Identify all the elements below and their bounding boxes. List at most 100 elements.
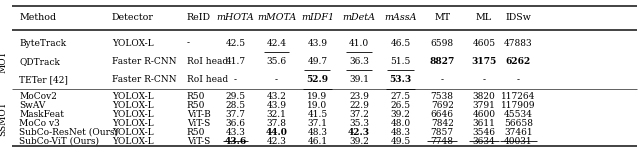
Text: SwAV: SwAV [19, 101, 45, 110]
Text: Method: Method [19, 14, 56, 22]
Text: YOLOX-L: YOLOX-L [112, 110, 154, 119]
Text: 7857: 7857 [431, 128, 454, 137]
Text: 49.7: 49.7 [307, 57, 328, 66]
Text: 36.6: 36.6 [225, 119, 246, 128]
Text: 32.1: 32.1 [266, 110, 287, 119]
Text: 51.5: 51.5 [390, 57, 411, 66]
Text: 45534: 45534 [504, 110, 533, 119]
Text: RoI head: RoI head [187, 75, 228, 84]
Text: 3791: 3791 [472, 101, 495, 110]
Text: 43.9: 43.9 [266, 101, 287, 110]
Text: 37.8: 37.8 [266, 119, 287, 128]
Text: 29.5: 29.5 [225, 92, 246, 101]
Text: 35.3: 35.3 [349, 119, 369, 128]
Text: 48.3: 48.3 [307, 128, 328, 137]
Text: 43.2: 43.2 [266, 92, 287, 101]
Text: RoI head: RoI head [187, 57, 228, 66]
Text: Detector: Detector [112, 14, 154, 22]
Text: 37.7: 37.7 [225, 110, 246, 119]
Text: 19.9: 19.9 [307, 92, 328, 101]
Text: ViT-S: ViT-S [187, 136, 210, 146]
Text: R50: R50 [187, 92, 205, 101]
Text: 49.5: 49.5 [390, 136, 411, 146]
Text: 46.5: 46.5 [390, 39, 411, 48]
Text: YOLOX-L: YOLOX-L [112, 128, 154, 137]
Text: YOLOX-L: YOLOX-L [112, 119, 154, 128]
Text: 8827: 8827 [429, 57, 455, 66]
Text: YOLOX-L: YOLOX-L [112, 92, 154, 101]
Text: YOLOX-L: YOLOX-L [112, 39, 154, 48]
Text: 6646: 6646 [431, 110, 454, 119]
Text: mHOTA: mHOTA [217, 14, 254, 22]
Text: 6598: 6598 [431, 39, 454, 48]
Text: 19.0: 19.0 [307, 101, 328, 110]
Text: SubCo-ResNet (Ours): SubCo-ResNet (Ours) [19, 128, 118, 137]
Text: 42.3: 42.3 [266, 136, 287, 146]
Text: -: - [234, 75, 237, 84]
Text: QDTrack: QDTrack [19, 57, 60, 66]
Text: ViT-B: ViT-B [187, 110, 211, 119]
Text: ByteTrack: ByteTrack [19, 39, 67, 48]
Text: 42.4: 42.4 [266, 39, 287, 48]
Text: 42.3: 42.3 [348, 128, 370, 137]
Text: 3546: 3546 [472, 128, 495, 137]
Text: 48.3: 48.3 [390, 128, 411, 137]
Text: MoCo v3: MoCo v3 [19, 119, 60, 128]
Text: ViT-S: ViT-S [187, 119, 210, 128]
Text: 35.6: 35.6 [266, 57, 287, 66]
Text: R50: R50 [187, 101, 205, 110]
Text: 41.7: 41.7 [225, 57, 246, 66]
Text: 47883: 47883 [504, 39, 532, 48]
Text: 6262: 6262 [506, 57, 531, 66]
Text: 39.1: 39.1 [349, 75, 369, 84]
Text: TETer [42]: TETer [42] [19, 75, 68, 84]
Text: MT: MT [434, 14, 451, 22]
Text: 42.5: 42.5 [225, 39, 246, 48]
Text: 117264: 117264 [501, 92, 536, 101]
Text: 117909: 117909 [501, 101, 536, 110]
Text: IDSw: IDSw [506, 14, 531, 22]
Text: 4605: 4605 [472, 39, 495, 48]
Text: mAssA: mAssA [385, 14, 417, 22]
Text: 3820: 3820 [472, 92, 495, 101]
Text: R50: R50 [187, 128, 205, 137]
Text: 39.2: 39.2 [349, 136, 369, 146]
Text: mIDF1: mIDF1 [301, 14, 334, 22]
Text: -: - [517, 75, 520, 84]
Text: -: - [483, 75, 485, 84]
Text: 27.5: 27.5 [390, 92, 411, 101]
Text: 4600: 4600 [472, 110, 495, 119]
Text: MaskFeat: MaskFeat [19, 110, 64, 119]
Text: 26.5: 26.5 [390, 101, 411, 110]
Text: mMOTA: mMOTA [257, 14, 296, 22]
Text: Faster R-CNN: Faster R-CNN [112, 57, 177, 66]
Text: 43.9: 43.9 [307, 39, 328, 48]
Text: 46.1: 46.1 [307, 136, 328, 146]
Text: ML: ML [476, 14, 492, 22]
Text: ReID: ReID [187, 14, 211, 22]
Text: Faster R-CNN: Faster R-CNN [112, 75, 177, 84]
Text: MoCov2: MoCov2 [19, 92, 57, 101]
Text: 48.0: 48.0 [390, 119, 411, 128]
Text: MOT: MOT [0, 50, 8, 73]
Text: 3634: 3634 [472, 136, 495, 146]
Text: mDetA: mDetA [342, 14, 376, 22]
Text: 52.9: 52.9 [307, 75, 328, 84]
Text: 41.5: 41.5 [307, 110, 328, 119]
Text: -: - [441, 75, 444, 84]
Text: 37.2: 37.2 [349, 110, 369, 119]
Text: 37461: 37461 [504, 128, 532, 137]
Text: 40031: 40031 [504, 136, 532, 146]
Text: 3611: 3611 [472, 119, 495, 128]
Text: 43.3: 43.3 [225, 128, 246, 137]
Text: 39.2: 39.2 [390, 110, 411, 119]
Text: 41.0: 41.0 [349, 39, 369, 48]
Text: -: - [187, 39, 190, 48]
Text: SSMOT: SSMOT [0, 102, 8, 136]
Text: 7748: 7748 [431, 136, 454, 146]
Text: SubCo-ViT (Ours): SubCo-ViT (Ours) [19, 136, 99, 146]
Text: YOLOX-L: YOLOX-L [112, 101, 154, 110]
Text: 44.0: 44.0 [266, 128, 287, 137]
Text: 23.9: 23.9 [349, 92, 369, 101]
Text: 7692: 7692 [431, 101, 454, 110]
